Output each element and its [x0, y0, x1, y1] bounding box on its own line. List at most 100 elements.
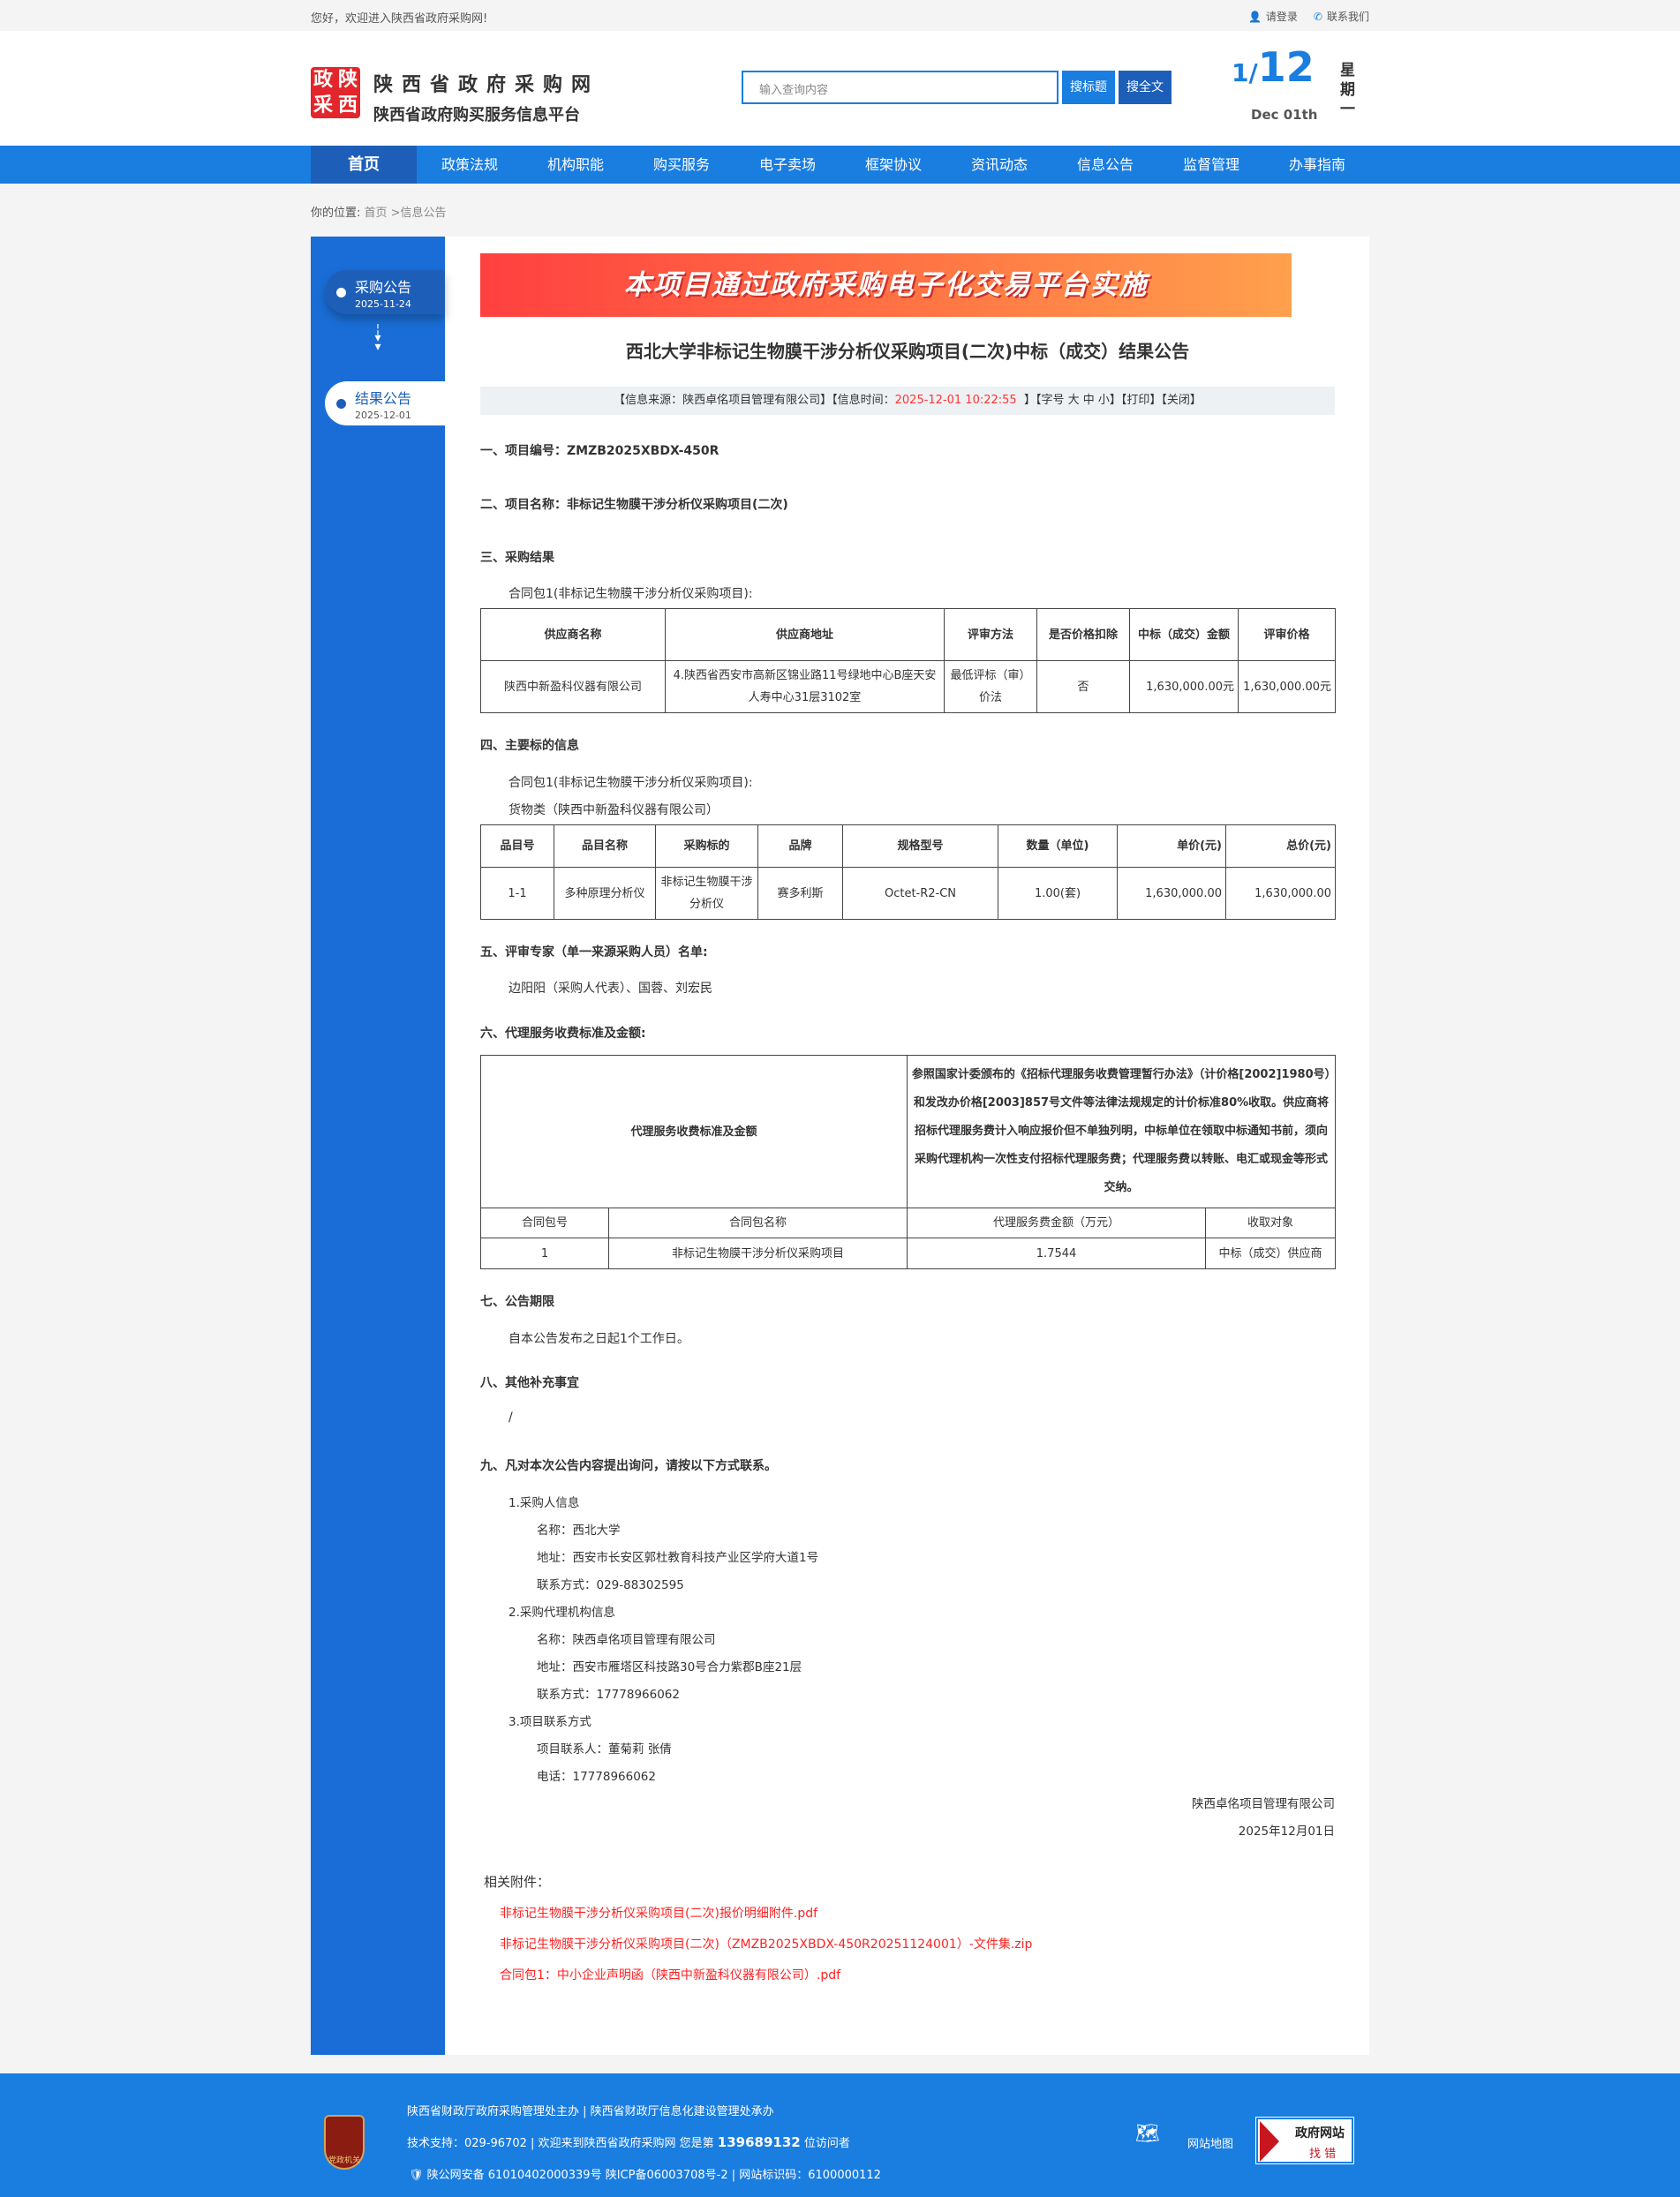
article-title: 西北大学非标记生物膜干涉分析仪采购项目(二次)中标（成交）结果公告 — [625, 341, 1190, 362]
breadcrumb-path[interactable]: 首页 >信息公告 — [364, 207, 447, 220]
table-header: 总价(元) — [1225, 824, 1336, 868]
nav-guide[interactable]: 办事指南 — [1288, 156, 1345, 173]
table-row: 1 非标记生物膜干涉分析仪采购项目 1.7544 中标（成交）供应商 — [480, 1238, 1337, 1269]
platform-banner: 本项目通过政府采购电子化交易平台实施 — [480, 253, 1292, 317]
section-4: 四、主要标的信息 — [480, 739, 579, 753]
sidebar-item-date: 2025-12-01 — [355, 410, 411, 421]
site-logo[interactable]: 政 陕 采 西 — [311, 67, 360, 118]
gov-site-error-report[interactable]: 政府网站 找 错 — [1255, 2117, 1354, 2164]
contact-info: 1.采购人信息 名称：西北大学 地址：西安市长安区郭杜教育科技产业区学府大道1号… — [480, 1490, 1335, 1846]
article-body: 一、项目编号：ZMZB2025XBDX-450R 二、项目名称：非标记生物膜干涉… — [479, 441, 1337, 1997]
attachment-link[interactable]: 非标记生物膜干涉分析仪采购项目(二次)报价明细附件.pdf — [500, 1907, 818, 1921]
section-6: 六、代理服务收费标准及金额: — [480, 1027, 646, 1041]
user-icon: 👤 — [1247, 11, 1262, 23]
login-link[interactable]: 👤 请登录 — [1248, 9, 1298, 24]
badge-label: 党政机关 — [328, 2156, 360, 2165]
notice-period: 自本公告发布之日起1个工作日。 — [509, 1332, 689, 1346]
footer-support: 技术支持：029-96702 | 欢迎来到陕西省政府采购网 您是第 139689… — [407, 2133, 850, 2150]
date-day: 12 — [1257, 43, 1315, 91]
sidebar-item-result-notice[interactable]: 结果公告 2025-12-01 — [325, 381, 445, 425]
sidebar-timeline: 采购公告 2025-11-24 ¦ ▾ ▾ 结果公告 2025-12-01 — [311, 237, 445, 2055]
logo-char: 采 — [313, 94, 333, 117]
contact-label[interactable]: 联系我们 — [1326, 11, 1369, 23]
section-2: 二、项目名称：非标记生物膜干涉分析仪采购项目(二次) — [480, 498, 788, 512]
table-header: 供应商名称 — [480, 608, 666, 661]
search-title-button[interactable]: 搜标题 — [1062, 71, 1115, 104]
contact-heading: 1.采购人信息 — [509, 1496, 580, 1510]
table-header: 品目名称 — [554, 824, 656, 868]
breadcrumb-label: 你的位置: — [311, 207, 361, 220]
table-header: 合同包名称 — [607, 1208, 908, 1238]
nav-org[interactable]: 机构职能 — [546, 156, 604, 173]
date-widget: 1/12 Dec 01th 星期一 — [1232, 43, 1355, 123]
date-month: 1 — [1232, 58, 1249, 87]
top-bar: 您好，欢迎进入陕西省政府采购网! 👤 请登录 ✆ 联系我们 — [0, 0, 1680, 31]
welcome-text: 您好，欢迎进入陕西省政府采购网! — [311, 12, 488, 26]
nav-supervision[interactable]: 监督管理 — [1182, 156, 1239, 173]
contact-link[interactable]: ✆ 联系我们 — [1314, 9, 1369, 24]
nav-home[interactable]: 首页 — [311, 146, 417, 184]
visitor-suffix: 位访问者 — [803, 2137, 850, 2150]
table-cell: 陕西中新盈科仪器有限公司 — [480, 660, 666, 713]
visitor-count: 139689132 — [717, 2134, 801, 2150]
sitemap-link[interactable]: 网站地图 — [1187, 2138, 1234, 2151]
result-table: 供应商名称 供应商地址 评审方法 是否价格扣除 中标（成交）金额 评审价格 陕西… — [480, 608, 1336, 713]
nav-notices[interactable]: 信息公告 — [1076, 156, 1134, 173]
dot-icon — [336, 288, 346, 297]
magnifier-icon — [1260, 2121, 1279, 2162]
contact-line: 联系方式：029-88302595 — [537, 1578, 684, 1592]
table-header: 单价(元) — [1117, 824, 1226, 868]
attachment-link[interactable]: 合同包1：中小企业声明函（陕西中新盈科仪器有限公司）.pdf — [500, 1968, 841, 1983]
arrow-down-icon: ¦ ▾ ▾ — [374, 322, 381, 354]
dot-icon — [336, 399, 346, 409]
attachments-list: 非标记生物膜干涉分析仪采购项目(二次)报价明细附件.pdf 非标记生物膜干涉分析… — [480, 1904, 1335, 1997]
breadcrumb: 你的位置: 首页 >信息公告 — [311, 203, 447, 220]
contact-line: 名称：西北大学 — [537, 1524, 621, 1538]
table-cell: 1-1 — [480, 867, 554, 920]
section-1: 一、项目编号：ZMZB2025XBDX-450R — [480, 444, 719, 458]
table-row: 陕西中新盈科仪器有限公司 4.陕西省西安市高新区锦业路11号绿地中心B座天安人寿… — [480, 660, 1336, 713]
table-header: 评审方法 — [944, 608, 1037, 661]
table-cell: 4.陕西省西安市高新区锦业路11号绿地中心B座天安人寿中心31层3102室 — [665, 660, 945, 713]
nav-framework[interactable]: 框架协议 — [864, 156, 922, 173]
nav-purchase-service[interactable]: 购买服务 — [652, 156, 710, 173]
article-info-bar: 【信息来源：陕西卓佲项目管理有限公司】【信息时间：2025-12-01 10:2… — [480, 387, 1335, 415]
contact-line: 联系方式：17778966062 — [537, 1688, 680, 1702]
header: 政 陕 采 西 陕西省政府采购网 陕西省政府购买服务信息平台 输入查询内容 搜标… — [0, 31, 1680, 146]
nav-policy[interactable]: 政策法规 — [441, 156, 498, 173]
table-cell: 中标（成交）供应商 — [1205, 1238, 1337, 1269]
contact-heading: 3.项目联系方式 — [509, 1715, 591, 1729]
signature: 陕西卓佲项目管理有限公司 — [1192, 1797, 1335, 1811]
section-9: 九、凡对本次公告内容提出询问，请按以下方式联系。 — [480, 1459, 777, 1473]
table-cell: 非标记生物膜干涉分析仪采购项目 — [607, 1238, 908, 1269]
table-header: 品牌 — [757, 824, 843, 868]
logo-char: 陕 — [337, 68, 358, 91]
search-fulltext-button[interactable]: 搜全文 — [1119, 71, 1171, 104]
info-actions[interactable]: 】【字号 大 中 小】【打印】【关闭】 — [1023, 394, 1202, 407]
table-header: 供应商地址 — [665, 608, 945, 661]
sitemap-icon[interactable]: 🗺 — [1135, 2123, 1160, 2145]
table-header: 中标（成交）金额 — [1129, 608, 1239, 661]
table-header: 代理服务费金额（万元） — [907, 1208, 1207, 1238]
table-header: 规格型号 — [842, 824, 998, 868]
section-4-type: 货物类（陕西中新盈科仪器有限公司） — [509, 803, 719, 817]
table-header: 合同包号 — [480, 1208, 609, 1238]
info-time: 2025-12-01 10:22:55 — [894, 394, 1017, 407]
sidebar-item-procurement-notice[interactable]: 采购公告 2025-11-24 — [325, 270, 445, 314]
support-text: 技术支持：029-96702 | 欢迎来到陕西省政府采购网 您是第 — [407, 2137, 714, 2150]
search-input[interactable]: 输入查询内容 — [742, 71, 1058, 104]
attachment-link[interactable]: 非标记生物膜干涉分析仪采购项目(二次)（ZMZB2025XBDX-450R202… — [500, 1937, 1033, 1952]
logo-char: 西 — [337, 94, 358, 117]
login-label[interactable]: 请登录 — [1265, 11, 1298, 23]
table-cell: 1.00(套) — [998, 867, 1118, 920]
nav-emall[interactable]: 电子卖场 — [758, 156, 816, 173]
contact-line: 电话：17778966062 — [537, 1770, 656, 1784]
sidebar-item-label: 结果公告 — [355, 390, 412, 407]
section-7: 七、公告期限 — [480, 1295, 554, 1309]
party-gov-badge-icon[interactable]: 党政机关 — [324, 2115, 365, 2170]
license-text[interactable]: 陕公网安备 61010402000339号 陕ICP备06003708号-2 |… — [426, 2169, 881, 2182]
table-cell: 1.7544 — [907, 1238, 1207, 1269]
attachments-label: 相关附件： — [484, 1874, 551, 1890]
nav-news[interactable]: 资讯动态 — [970, 156, 1028, 173]
phone-icon: ✆ — [1313, 11, 1322, 23]
